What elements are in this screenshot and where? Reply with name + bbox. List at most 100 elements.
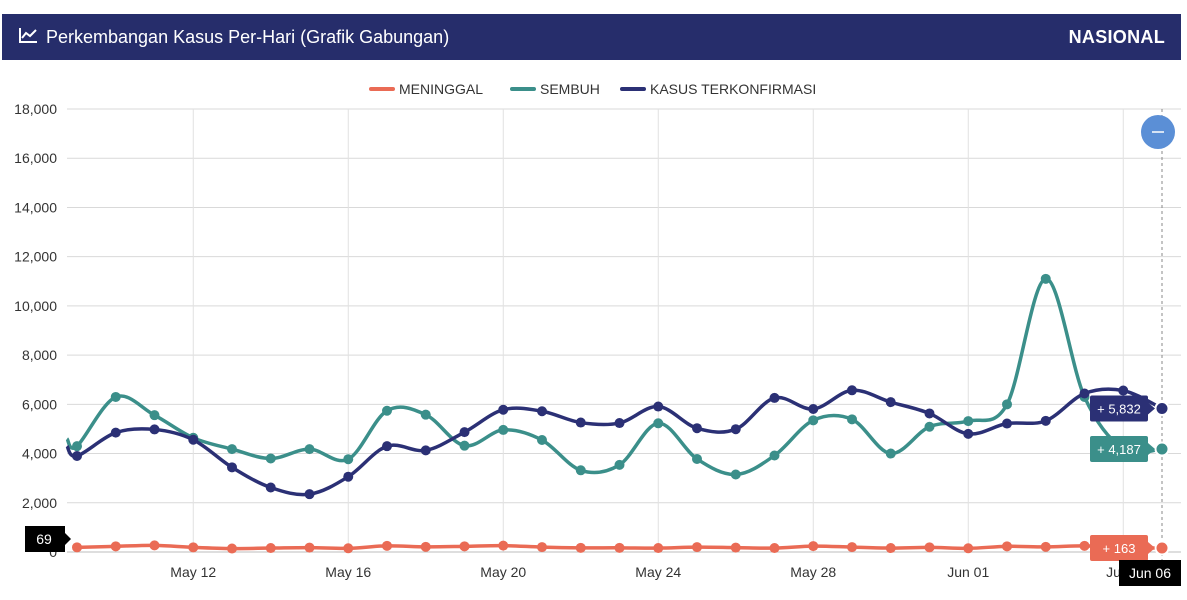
legend-label[interactable]: SEMBUH xyxy=(540,81,600,97)
x-tick-label: May 16 xyxy=(325,564,371,580)
x-tick-label: May 28 xyxy=(790,564,836,580)
data-point[interactable] xyxy=(420,409,431,420)
data-point[interactable] xyxy=(110,427,121,438)
data-point[interactable] xyxy=(382,441,392,452)
data-point[interactable] xyxy=(343,454,354,465)
data-point[interactable] xyxy=(265,482,276,493)
header-title-group: Perkembangan Kasus Per-Hari (Grafik Gabu… xyxy=(18,26,449,49)
data-point[interactable] xyxy=(847,542,857,553)
data-point[interactable] xyxy=(1002,541,1012,552)
chart-title: Perkembangan Kasus Per-Hari (Grafik Gabu… xyxy=(46,26,450,47)
y-tick-label: 6,000 xyxy=(22,396,57,412)
data-point[interactable] xyxy=(227,462,237,473)
data-point[interactable] xyxy=(382,540,392,551)
data-point[interactable] xyxy=(304,444,315,455)
data-point[interactable] xyxy=(498,540,509,551)
data-point[interactable] xyxy=(265,543,276,554)
data-point[interactable] xyxy=(537,435,547,446)
data-point[interactable] xyxy=(769,450,780,461)
crosshair-y-label-arrow xyxy=(65,533,71,545)
data-point[interactable] xyxy=(924,408,935,419)
data-point[interactable] xyxy=(653,418,664,429)
data-point[interactable] xyxy=(72,451,82,462)
tooltip-arrow xyxy=(1148,402,1155,415)
data-point[interactable] xyxy=(304,489,315,500)
data-point[interactable] xyxy=(808,404,819,415)
tooltip-box xyxy=(1090,435,1148,462)
data-point[interactable] xyxy=(537,406,547,417)
data-point[interactable] xyxy=(343,543,354,554)
data-point[interactable] xyxy=(963,543,974,554)
data-point[interactable] xyxy=(614,459,625,470)
data-point[interactable] xyxy=(885,397,896,408)
data-point[interactable] xyxy=(1154,540,1170,556)
data-point[interactable] xyxy=(808,541,819,552)
data-point[interactable] xyxy=(1154,441,1170,457)
data-point[interactable] xyxy=(72,542,82,553)
tooltip-label: + 4,187 xyxy=(1097,442,1141,457)
data-point[interactable] xyxy=(1040,415,1051,426)
data-point[interactable] xyxy=(227,543,237,554)
data-point[interactable] xyxy=(1002,418,1012,429)
data-point[interactable] xyxy=(847,414,857,425)
crosshair-x-label-box xyxy=(1119,560,1181,586)
data-point[interactable] xyxy=(459,541,470,552)
data-point[interactable] xyxy=(1154,400,1170,416)
data-point[interactable] xyxy=(692,453,702,464)
data-point[interactable] xyxy=(885,448,896,459)
data-point[interactable] xyxy=(692,542,702,553)
data-point[interactable] xyxy=(692,423,702,434)
chart-area[interactable]: 02,0004,0006,0008,00010,00012,00014,0001… xyxy=(0,60,1187,595)
data-point[interactable] xyxy=(227,444,237,455)
data-point[interactable] xyxy=(420,445,431,456)
data-point[interactable] xyxy=(730,542,741,553)
legend-label[interactable]: MENINGGAL xyxy=(399,81,483,97)
data-point[interactable] xyxy=(924,421,935,432)
data-point[interactable] xyxy=(1002,399,1012,410)
data-point[interactable] xyxy=(72,441,82,452)
data-point[interactable] xyxy=(149,410,160,421)
data-point[interactable] xyxy=(382,405,392,416)
data-point[interactable] xyxy=(575,465,586,476)
data-point[interactable] xyxy=(963,416,974,427)
data-point[interactable] xyxy=(149,424,160,435)
data-point[interactable] xyxy=(614,542,625,553)
data-point[interactable] xyxy=(575,417,586,428)
data-point[interactable] xyxy=(730,469,741,480)
data-point[interactable] xyxy=(188,542,199,553)
data-point[interactable] xyxy=(885,543,896,554)
data-point[interactable] xyxy=(149,540,160,551)
y-tick-label: 8,000 xyxy=(22,347,57,363)
data-point[interactable] xyxy=(769,392,780,403)
data-point[interactable] xyxy=(808,415,819,426)
data-point[interactable] xyxy=(730,424,741,435)
region-label: NASIONAL xyxy=(1068,26,1165,47)
legend-label[interactable]: KASUS TERKONFIRMASI xyxy=(650,81,816,97)
data-point[interactable] xyxy=(110,541,121,552)
data-point[interactable] xyxy=(653,543,664,554)
data-point[interactable] xyxy=(963,428,974,439)
combined-line-chart[interactable]: 02,0004,0006,0008,00010,00012,00014,0001… xyxy=(0,60,1187,595)
data-point[interactable] xyxy=(537,542,547,553)
data-point[interactable] xyxy=(265,453,276,464)
data-point[interactable] xyxy=(1079,388,1090,399)
data-point[interactable] xyxy=(304,542,315,553)
data-point[interactable] xyxy=(1040,273,1051,284)
data-point[interactable] xyxy=(110,391,121,402)
data-point[interactable] xyxy=(847,385,857,396)
data-point[interactable] xyxy=(498,424,509,435)
data-point[interactable] xyxy=(188,434,199,445)
data-point[interactable] xyxy=(1118,385,1129,396)
data-point[interactable] xyxy=(769,543,780,554)
data-point[interactable] xyxy=(343,471,354,482)
data-point[interactable] xyxy=(614,418,625,429)
data-point[interactable] xyxy=(1040,541,1051,552)
data-point[interactable] xyxy=(1079,540,1090,551)
data-point[interactable] xyxy=(459,440,470,451)
data-point[interactable] xyxy=(420,541,431,552)
data-point[interactable] xyxy=(924,542,935,553)
data-point[interactable] xyxy=(653,401,664,412)
data-point[interactable] xyxy=(575,542,586,553)
data-point[interactable] xyxy=(459,427,470,438)
data-point[interactable] xyxy=(498,404,509,415)
